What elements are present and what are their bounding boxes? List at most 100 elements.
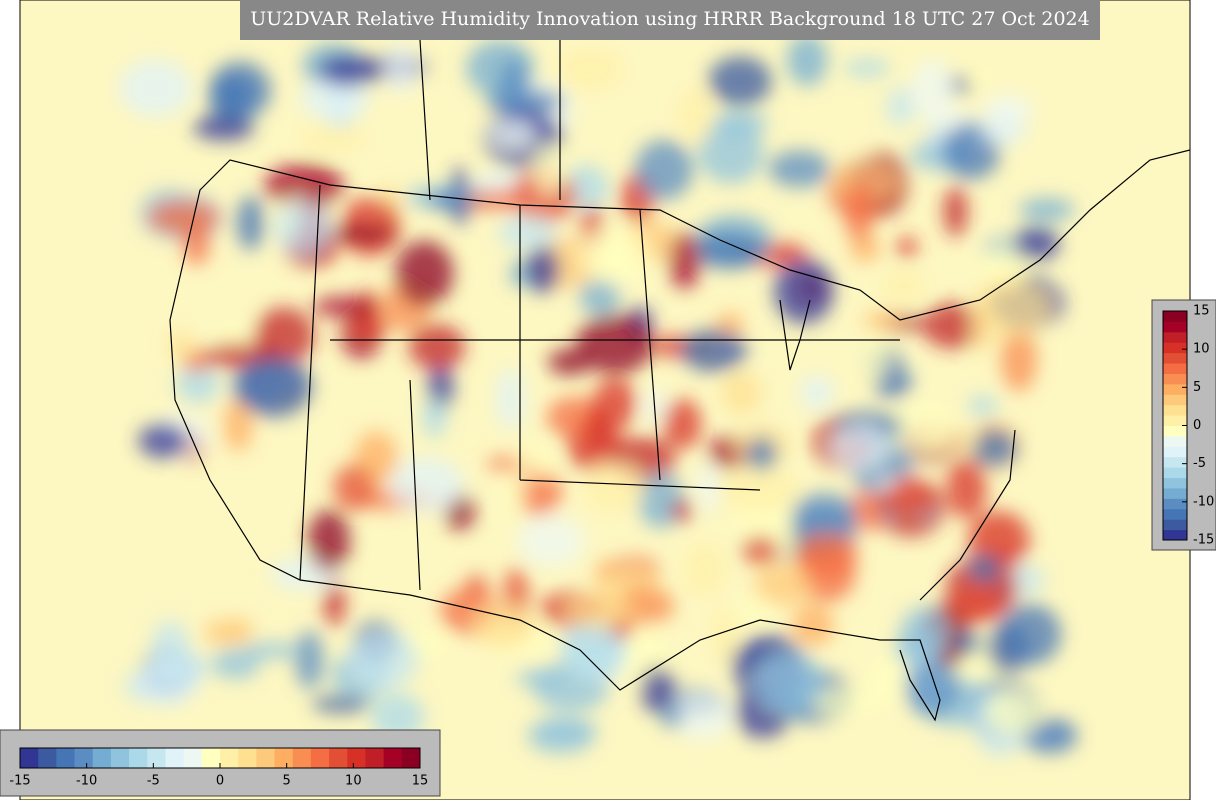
field-blob	[980, 113, 1026, 147]
field-blob	[211, 648, 260, 680]
field-blob	[799, 375, 835, 411]
colorbar-segment	[1163, 342, 1187, 354]
colorbar-segment	[1163, 321, 1187, 333]
field-blob	[971, 429, 1018, 468]
field-blob	[563, 594, 634, 630]
title-box	[240, 0, 1100, 40]
field-blob	[324, 225, 398, 243]
field-blob	[175, 364, 220, 404]
field-blob	[880, 270, 927, 302]
colorbar-segment	[38, 748, 57, 768]
vertical-colorbar: -15 -10 -5 0 5 10 15	[1162, 304, 1214, 548]
colorbar-segment	[1163, 404, 1187, 416]
field-blob	[680, 329, 747, 372]
field-blob	[348, 629, 419, 690]
colorbar-segment	[1163, 498, 1187, 510]
field-blob	[422, 398, 447, 438]
colorbar-segment	[1163, 508, 1187, 520]
field-blob	[531, 141, 570, 194]
field-blob	[307, 509, 351, 573]
field-blob	[886, 87, 915, 127]
colorbar-segment	[1163, 352, 1187, 364]
field-blob	[395, 240, 454, 307]
colorbar-segment	[256, 748, 276, 768]
boundaries	[169, 39, 1190, 722]
field-blob	[921, 303, 984, 349]
colorbar-segment	[1163, 529, 1187, 541]
colorbar-segment	[110, 748, 130, 768]
colorbar-segment	[220, 748, 239, 768]
colorbar-segment	[1163, 477, 1187, 489]
field-blob	[668, 231, 702, 290]
field-blob	[900, 606, 948, 660]
field-blob	[720, 371, 762, 415]
field-blob	[583, 461, 645, 514]
field-blob	[742, 536, 779, 565]
colorbar-segment	[74, 748, 94, 768]
colorbar-tick-label: -15	[9, 774, 30, 789]
field-blob	[242, 642, 301, 659]
colorbar-tick-label: 0	[1193, 418, 1201, 433]
colorbar-tick-label: 15	[1193, 304, 1210, 319]
field-blob	[585, 403, 610, 455]
field-blob	[677, 87, 714, 144]
field-blob	[887, 475, 929, 525]
field-blob	[943, 186, 968, 237]
field-blob	[795, 531, 858, 577]
field-blob	[408, 324, 466, 370]
colorbar-tick-label: -5	[1193, 456, 1206, 471]
field-blob	[670, 693, 734, 740]
field-blob	[634, 139, 693, 200]
colorbar-segment	[329, 748, 348, 768]
field-blob	[333, 464, 375, 511]
field-blob	[905, 660, 961, 717]
field-blob	[843, 183, 875, 242]
colorbar-tick-label: 5	[1193, 380, 1201, 395]
colorbar-segment	[274, 748, 294, 768]
field-blob	[223, 398, 254, 452]
field-blob	[119, 59, 193, 117]
field-blob	[1000, 326, 1037, 392]
field-blob	[682, 542, 728, 597]
field-blob	[946, 458, 987, 519]
field-blob	[517, 515, 585, 567]
colorbar-segment	[1163, 373, 1187, 385]
field-blob	[312, 296, 378, 318]
field-blob	[947, 585, 1001, 624]
field-blob	[974, 276, 1052, 338]
field-blob	[295, 630, 324, 690]
colorbar-segment	[1163, 383, 1187, 395]
field-blob	[498, 58, 530, 123]
map-title: UU2DVAR Relative Humidity Innovation usi…	[250, 8, 1089, 30]
field-blob	[234, 356, 312, 418]
colorbar-tick-label: 5	[283, 774, 291, 789]
field-blob	[526, 246, 560, 294]
field-blob	[209, 61, 272, 120]
field-blob	[514, 445, 561, 477]
colorbar-tick-label: -10	[76, 774, 97, 789]
field-blob	[844, 59, 890, 77]
field-blob	[557, 48, 624, 91]
colorbar-segment	[1163, 467, 1187, 479]
field-blob	[472, 603, 535, 648]
field-blob	[298, 125, 368, 152]
field-blob	[579, 279, 621, 315]
field-blob	[580, 226, 650, 283]
field-blob	[712, 110, 768, 136]
field-blob	[1018, 198, 1075, 222]
field-blob	[693, 232, 764, 270]
field-blob	[318, 54, 381, 87]
field-blob	[516, 669, 567, 688]
field-blob	[236, 195, 265, 251]
field-blob	[660, 707, 684, 729]
field-blob	[969, 67, 994, 86]
colorbar-segment	[238, 748, 257, 768]
field-blob	[193, 114, 254, 141]
field-blob	[768, 150, 831, 188]
colorbar-segment	[1163, 435, 1187, 447]
field-blob	[168, 331, 195, 360]
field-blob	[791, 493, 857, 534]
colorbar-segment	[1163, 415, 1187, 426]
